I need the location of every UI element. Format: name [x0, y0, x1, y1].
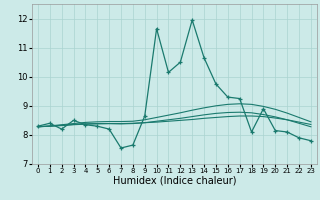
- X-axis label: Humidex (Indice chaleur): Humidex (Indice chaleur): [113, 176, 236, 186]
